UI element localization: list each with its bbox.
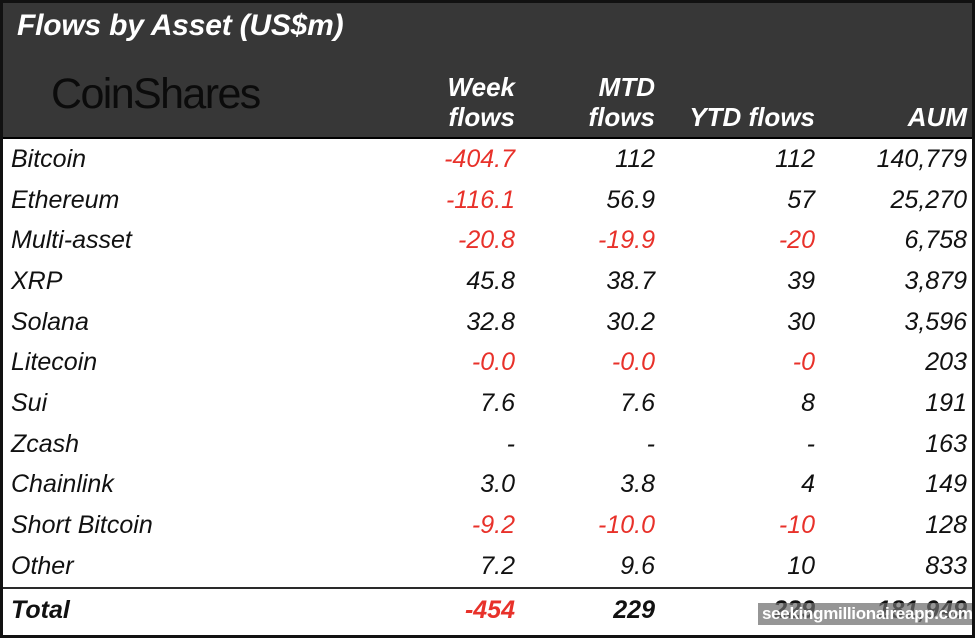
table-row: Bitcoin -404.7 112 112 140,779 [3, 139, 972, 180]
total-label: Total [11, 595, 70, 624]
mtd-flow-value: -19.9 [598, 226, 655, 255]
table-row: Sui 7.6 7.6 8 191 [3, 383, 972, 424]
column-header-week-line1: Week [447, 71, 515, 102]
mtd-flow-value: 38.7 [606, 266, 655, 295]
ytd-flow-value: 4 [801, 470, 815, 499]
ytd-flow-value: 39 [787, 266, 815, 295]
column-header-ytd-flows: YTD flows [655, 102, 815, 137]
aum-value: 140,779 [876, 144, 967, 173]
column-header-week-flows: Week flows [395, 72, 515, 137]
ytd-flow-value: -0 [792, 348, 815, 377]
ytd-flow-value: - [806, 429, 815, 458]
mtd-flow-value: 56.9 [606, 185, 655, 214]
asset-name: XRP [11, 266, 63, 295]
column-headers: Week flows MTD flows YTD flows AUM [3, 37, 972, 137]
week-flow-value: 7.6 [480, 388, 515, 417]
week-flow-value: -20.8 [458, 226, 515, 255]
aum-value: 3,596 [904, 307, 967, 336]
week-flow-value: -9.2 [471, 511, 515, 540]
asset-name: Ethereum [11, 185, 120, 214]
column-header-aum-label: AUM [907, 102, 967, 133]
ytd-flow-value: 112 [775, 144, 815, 173]
ytd-flow-value: 30 [787, 307, 815, 336]
mtd-flow-value: 112 [615, 144, 655, 173]
mtd-flow-value: -10.0 [598, 511, 655, 540]
aum-value: 25,270 [890, 185, 967, 214]
column-header-aum: AUM [815, 102, 972, 137]
mtd-flow-value: 3.8 [620, 470, 655, 499]
week-flow-value: - [506, 429, 515, 458]
week-flow-value: 3.0 [480, 470, 515, 499]
table-row: Zcash - - - 163 [3, 424, 972, 465]
ytd-flow-value: 8 [801, 388, 815, 417]
ytd-flow-value: -20 [778, 226, 815, 255]
aum-value: 3,879 [904, 266, 967, 295]
asset-name: Bitcoin [11, 144, 87, 173]
asset-name: Litecoin [11, 348, 98, 377]
table-row: Short Bitcoin -9.2 -10.0 -10 128 [3, 505, 972, 546]
aum-value: 163 [925, 429, 967, 458]
total-mtd-flow-value: 229 [613, 595, 655, 624]
aum-value: 833 [925, 551, 967, 580]
watermark: seekingmillionaireapp.com [758, 603, 972, 625]
table-row: Other 7.2 9.6 10 833 [3, 546, 972, 587]
table-row: Chainlink 3.0 3.8 4 149 [3, 465, 972, 506]
column-header-mtd-flows: MTD flows [515, 72, 655, 137]
asset-name: Solana [11, 307, 89, 336]
asset-name: Short Bitcoin [11, 511, 153, 540]
ytd-flow-value: -10 [778, 511, 815, 540]
week-flow-value: -116.1 [445, 185, 515, 214]
column-header-ytd-label: YTD flows [689, 102, 815, 133]
table-row: XRP 45.8 38.7 39 3,879 [3, 261, 972, 302]
asset-name: Multi-asset [11, 226, 132, 255]
mtd-flow-value: 7.6 [620, 388, 655, 417]
page-title: Flows by Asset (US$m) [17, 9, 344, 42]
table-header: Flows by Asset (US$m) CoinShares Week fl… [3, 3, 972, 139]
asset-name: Zcash [11, 429, 80, 458]
total-week-flow-value: -454 [464, 595, 515, 624]
week-flow-value: 45.8 [466, 266, 515, 295]
coinshares-logo: CoinShares [51, 70, 261, 118]
ytd-flow-value: 57 [787, 185, 815, 214]
table-row: Multi-asset -20.8 -19.9 -20 6,758 [3, 220, 972, 261]
column-header-mtd-line1: MTD [598, 71, 655, 102]
week-flow-value: 32.8 [466, 307, 515, 336]
mtd-flow-value: 9.6 [620, 551, 655, 580]
aum-value: 203 [925, 348, 967, 377]
mtd-flow-value: -0.0 [611, 348, 655, 377]
aum-value: 6,758 [904, 226, 967, 255]
asset-name: Other [11, 551, 74, 580]
aum-value: 128 [925, 511, 967, 540]
column-header-mtd-line2: flows [588, 102, 655, 133]
aum-value: 191 [925, 388, 967, 417]
asset-name: Chainlink [11, 470, 114, 499]
table-row: Litecoin -0.0 -0.0 -0 203 [3, 342, 972, 383]
mtd-flow-value: 30.2 [606, 307, 655, 336]
column-header-week-line2: flows [448, 102, 515, 133]
aum-value: 149 [925, 470, 967, 499]
table-row: Ethereum -116.1 56.9 57 25,270 [3, 180, 972, 221]
week-flow-value: 7.2 [480, 551, 515, 580]
mtd-flow-value: - [646, 429, 655, 458]
week-flow-value: -404.7 [444, 144, 515, 173]
asset-name: Sui [11, 388, 48, 417]
ytd-flow-value: 10 [787, 551, 815, 580]
table-body: Bitcoin -404.7 112 112 140,779 Ethereum … [3, 139, 972, 632]
week-flow-value: -0.0 [471, 348, 515, 377]
table-row: Solana 32.8 30.2 30 3,596 [3, 302, 972, 343]
